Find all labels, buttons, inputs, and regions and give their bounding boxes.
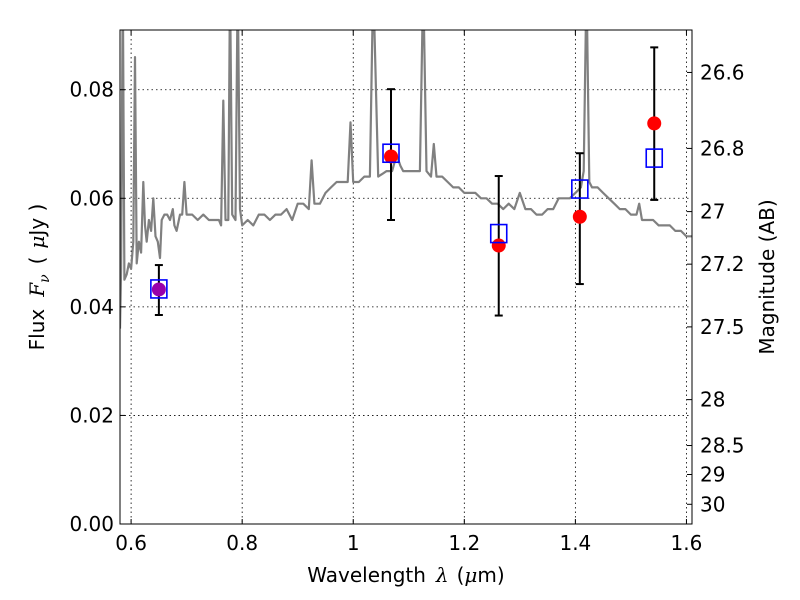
y-axis-label-symbol: F [25,282,49,298]
model-flux-square-3 [571,179,589,199]
plot-frame [119,29,693,525]
x-tick-label-3: 1.2 [448,531,480,555]
observed-flux-point-3 [572,209,587,224]
observed-flux-point-1 [384,149,399,164]
y2-axis-label: Magnitude (AB) [755,199,779,354]
y-tick-label-3: 0.06 [69,186,114,210]
y-tick-label-0: 0.00 [69,512,114,536]
observed-flux-point-4 [647,116,662,131]
y2-tick-label-6: 28.5 [700,434,745,458]
y2-axis-ticks: 26.6 26.8 27 27.2 27.5 28 28.5 29 30 [687,60,745,516]
model-flux-square-2 [489,223,508,244]
y-tick-label-2: 0.04 [69,295,114,319]
y-axis-label-subscript: ν [37,274,53,283]
x-axis-ticks: 0.6 0.8 1 1.2 1.4 1.6 [115,30,702,555]
x-tick-label-5: 1.6 [671,531,703,555]
observed-flux-point-0 [151,282,166,297]
x-tick-label-0: 0.6 [115,531,147,555]
y2-tick-label-8: 30 [700,492,725,516]
x-axis-label-paren: ( [457,563,465,587]
y-tick-label-4: 0.08 [69,78,114,102]
y2-tick-label-2: 27 [700,200,725,224]
observed-flux-point-2 [491,238,506,253]
model-flux-square-1 [382,143,400,164]
x-axis-label-mu: μ [464,563,477,587]
model-flux-square-4 [645,148,664,168]
x-tick-label-1: 0.8 [226,531,258,555]
x-axis-label-word: Wavelength [307,563,426,587]
y-axis-label-unit: Jy ) [25,204,49,238]
y2-tick-label-1: 26.8 [700,136,745,160]
y2-tick-label-7: 29 [700,462,725,486]
model-spectrum-group [120,30,692,329]
model-flux-square-0 [150,279,168,299]
model-fluxes-group [150,143,664,299]
x-axis-label-unit: m) [477,563,504,587]
x-tick-label-4: 1.4 [559,531,591,555]
y-axis-label-mu: μ [25,236,49,249]
x-axis-label-symbol: λ [435,563,449,587]
y-axis-ticks: 0.00 0.02 0.04 0.06 0.08 [69,78,125,536]
y2-tick-label-0: 26.6 [700,60,745,84]
y-tick-label-1: 0.02 [69,403,114,427]
y-axis-label-word: Flux [25,309,49,351]
y2-tick-label-3: 27.2 [700,252,745,276]
x-tick-label-2: 1 [347,531,360,555]
model-spectrum-line [120,30,692,329]
x-axis-label: Wavelength λ (μm) [307,563,504,587]
y2-tick-label-4: 27.5 [700,315,745,339]
y-axis-label-paren: ( [25,257,49,265]
y2-tick-label-5: 28 [700,388,725,412]
y-axis-label: Flux Fν ( μJy ) [25,204,53,351]
